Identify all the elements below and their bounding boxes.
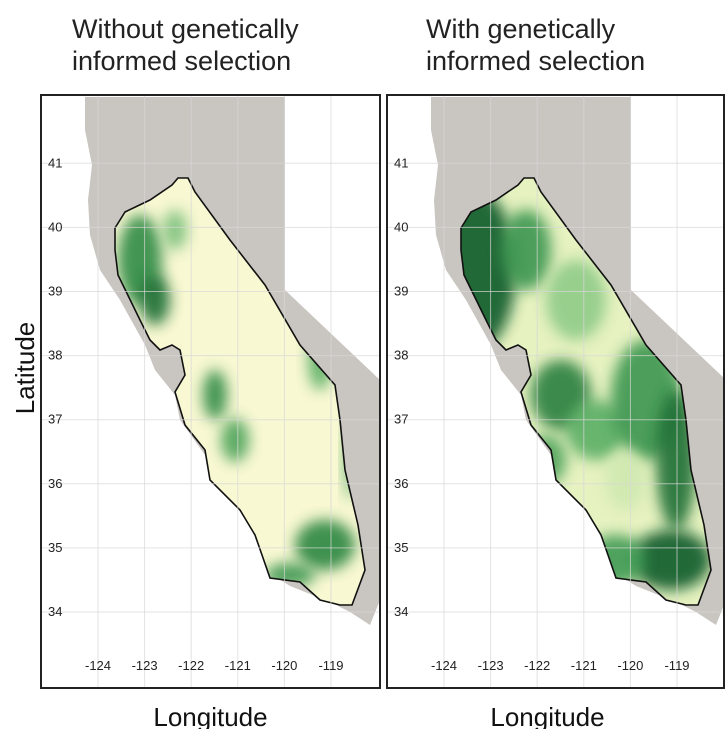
x-axis-label: Longitude <box>490 702 604 729</box>
panel-title: With genetically <box>426 14 616 44</box>
x-tick-label: -119 <box>664 658 689 673</box>
y-tick-label: 40 <box>394 219 408 234</box>
suitability-area <box>163 210 187 250</box>
y-axis-label: Latitude <box>10 322 40 415</box>
map-content <box>41 95 380 688</box>
figure: -124 -123 -122 -121 -120 -119 34 35 36 37 38 39 40 41… <box>0 0 725 729</box>
x-tick-label: -120 <box>271 658 297 673</box>
x-tick-label: -120 <box>617 658 643 673</box>
x-tick-label: -121 <box>571 658 597 673</box>
y-tick-label: 36 <box>394 476 408 491</box>
map-content <box>387 95 725 688</box>
y-tick-label: 38 <box>48 348 62 363</box>
y-tick-label: 36 <box>48 476 62 491</box>
x-tick-label: -119 <box>318 658 343 673</box>
y-tick-label: 35 <box>394 540 408 555</box>
suitability-area <box>546 260 606 340</box>
x-tick-label: -122 <box>178 658 204 673</box>
y-tick-label: 34 <box>48 604 62 619</box>
panel-title: informed selection <box>72 46 291 76</box>
y-tick-label: 37 <box>394 412 408 427</box>
map-panel: -124 -123 -122 -121 -120 -119 34 35 36 37 38 39 40 41 <box>387 95 725 688</box>
x-axis-label: Longitude <box>153 702 267 729</box>
suitability-area <box>606 450 646 510</box>
suitability-area <box>295 520 355 570</box>
x-tick-label: -123 <box>132 658 158 673</box>
y-tick-label: 38 <box>394 348 408 363</box>
y-tick-label: 34 <box>394 604 408 619</box>
x-tick-label: -122 <box>524 658 550 673</box>
x-tick-label: -123 <box>478 658 504 673</box>
x-tick-label: -121 <box>225 658 251 673</box>
panel-title: informed selection <box>426 46 645 76</box>
map-panel: -124 -123 -122 -121 -120 -119 34 35 36 37 38 39 40 41 <box>41 95 380 688</box>
y-tick-label: 40 <box>48 219 62 234</box>
panel-title: Without genetically <box>72 14 299 44</box>
y-tick-label: 39 <box>394 284 408 299</box>
suitability-area <box>221 418 249 462</box>
y-tick-label: 39 <box>48 284 62 299</box>
x-tick-label: -124 <box>85 658 111 673</box>
y-tick-label: 37 <box>48 412 62 427</box>
x-tick-label: -124 <box>431 658 457 673</box>
suitability-area <box>501 210 551 290</box>
suitability-area <box>203 370 227 420</box>
y-tick-label: 35 <box>48 540 62 555</box>
y-tick-label: 41 <box>48 155 62 170</box>
y-tick-label: 41 <box>394 155 408 170</box>
